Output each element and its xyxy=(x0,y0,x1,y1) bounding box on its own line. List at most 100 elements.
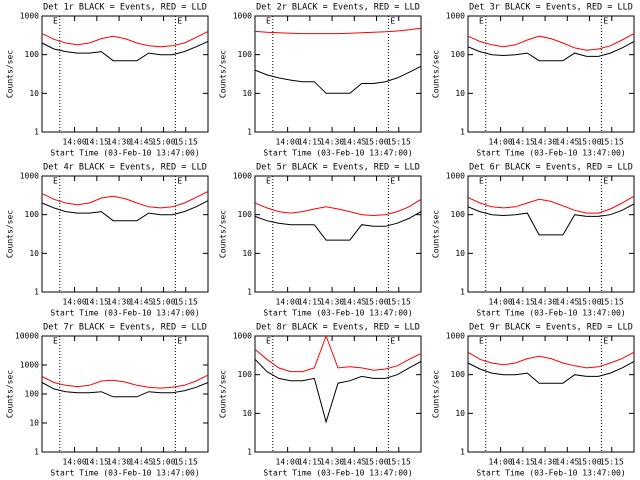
panel: Det 1r BLACK = Events, RED = LLD Counts/s… xyxy=(6,3,209,158)
x-tick-label: 15:00 xyxy=(151,298,175,307)
y-tick-label: 10 xyxy=(242,249,252,258)
y-tick-label: 10 xyxy=(455,89,465,98)
event-label: E xyxy=(53,337,58,346)
x-axis-label: Start Time (03-Feb-10 13:47:00) xyxy=(50,149,199,158)
y-tick-label: 1 xyxy=(460,128,465,137)
y-tick-label: 10 xyxy=(29,249,39,258)
y-tick-label: 1000 xyxy=(446,172,465,181)
x-axis-label: Start Time (03-Feb-10 13:47:00) xyxy=(263,309,412,318)
event-label: E xyxy=(390,177,395,186)
y-axis-label: Counts/sec xyxy=(432,50,441,98)
x-tick-label: 15:00 xyxy=(151,458,175,467)
x-tick-label: 15:00 xyxy=(364,138,388,147)
series-line xyxy=(254,334,422,373)
event-label: E xyxy=(266,177,271,186)
x-tick-label: 14:00 xyxy=(489,138,513,147)
x-tick-label: 14:45 xyxy=(555,458,579,467)
y-tick-label: 100 xyxy=(451,370,466,379)
y-tick-label: 1 xyxy=(247,128,252,137)
y-axis-label: Counts/sec xyxy=(6,210,15,258)
y-axis-label: Counts/sec xyxy=(6,370,15,418)
y-tick-label: 1000 xyxy=(20,172,39,181)
x-tick-label: 14:15 xyxy=(85,458,109,467)
panel-title: Det 3r BLACK = Events, RED = LLD xyxy=(469,3,633,13)
x-tick-label: 15:15 xyxy=(174,138,198,147)
plot-frame xyxy=(254,175,422,293)
y-tick-label: 100 xyxy=(238,210,253,219)
plot-frame xyxy=(254,335,422,453)
y-tick-label: 1000 xyxy=(446,332,465,341)
x-tick-label: 14:45 xyxy=(555,298,579,307)
event-label: E xyxy=(177,17,182,26)
panel-title: Det 7r BLACK = Events, RED = LLD xyxy=(43,323,207,333)
x-tick-label: 14:15 xyxy=(298,138,322,147)
y-tick-label: 10000 xyxy=(15,332,39,341)
x-tick-label: 15:00 xyxy=(364,298,388,307)
event-label: E xyxy=(603,17,608,26)
series-line xyxy=(467,203,635,236)
x-axis-label: Start Time (03-Feb-10 13:47:00) xyxy=(476,149,625,158)
series-line xyxy=(254,27,422,35)
panel-title: Det 8r BLACK = Events, RED = LLD xyxy=(256,323,420,333)
x-axis-label: Start Time (03-Feb-10 13:47:00) xyxy=(50,309,199,318)
series-line xyxy=(41,190,209,209)
x-tick-label: 14:15 xyxy=(85,298,109,307)
plot-frame xyxy=(467,175,635,293)
y-tick-label: 100 xyxy=(238,370,253,379)
event-label: E xyxy=(266,17,271,26)
x-tick-label: 14:45 xyxy=(555,138,579,147)
panel: Det 3r BLACK = Events, RED = LLD Counts/s… xyxy=(432,3,635,158)
y-axis-label: Counts/sec xyxy=(219,210,228,258)
x-tick-label: 15:15 xyxy=(600,138,624,147)
y-axis-label: Counts/sec xyxy=(432,370,441,418)
plot-frame xyxy=(41,15,209,133)
event-label: E xyxy=(177,177,182,186)
x-tick-label: 15:00 xyxy=(577,298,601,307)
y-tick-label: 100 xyxy=(451,50,466,59)
x-tick-label: 14:30 xyxy=(107,458,131,467)
y-tick-label: 10 xyxy=(455,409,465,418)
x-tick-label: 14:00 xyxy=(276,298,300,307)
panel: Det 7r BLACK = Events, RED = LLD Counts/s… xyxy=(6,323,209,478)
x-tick-label: 15:15 xyxy=(174,298,198,307)
series-line xyxy=(467,351,635,369)
x-tick-label: 14:00 xyxy=(489,458,513,467)
y-tick-label: 1000 xyxy=(446,12,465,21)
event-label: E xyxy=(603,177,608,186)
panel: Det 4r BLACK = Events, RED = LLD Counts/s… xyxy=(6,163,209,318)
plot-frame xyxy=(467,15,635,133)
y-tick-label: 1000 xyxy=(20,361,39,370)
event-label: E xyxy=(177,337,182,346)
series-line xyxy=(254,358,422,424)
y-tick-label: 1000 xyxy=(233,12,252,21)
x-tick-label: 14:45 xyxy=(129,298,153,307)
x-axis-label: Start Time (03-Feb-10 13:47:00) xyxy=(50,469,199,478)
y-tick-label: 1 xyxy=(34,288,39,297)
x-tick-label: 15:00 xyxy=(577,138,601,147)
plot-frame xyxy=(254,15,422,133)
series-line xyxy=(41,382,209,398)
y-tick-label: 100 xyxy=(25,50,40,59)
y-axis-label: Counts/sec xyxy=(219,370,228,418)
series-line xyxy=(254,65,422,94)
y-tick-label: 10 xyxy=(29,419,39,428)
x-tick-label: 14:30 xyxy=(107,298,131,307)
panel: Det 8r BLACK = Events, RED = LLD Counts/s… xyxy=(219,323,422,478)
x-tick-label: 14:30 xyxy=(533,298,557,307)
x-tick-label: 14:30 xyxy=(533,458,557,467)
x-tick-label: 14:00 xyxy=(63,138,87,147)
x-axis-label: Start Time (03-Feb-10 13:47:00) xyxy=(263,469,412,478)
y-tick-label: 100 xyxy=(25,210,40,219)
event-label: E xyxy=(479,177,484,186)
panel: Det 9r BLACK = Events, RED = LLD Counts/s… xyxy=(432,323,635,478)
panel-title: Det 4r BLACK = Events, RED = LLD xyxy=(43,163,207,173)
x-axis-label: Start Time (03-Feb-10 13:47:00) xyxy=(476,469,625,478)
x-tick-label: 14:30 xyxy=(107,138,131,147)
x-tick-label: 14:30 xyxy=(320,138,344,147)
event-label: E xyxy=(53,177,58,186)
x-tick-label: 14:15 xyxy=(85,138,109,147)
series-line xyxy=(254,211,422,241)
x-tick-label: 15:00 xyxy=(364,458,388,467)
y-tick-label: 1 xyxy=(247,448,252,457)
